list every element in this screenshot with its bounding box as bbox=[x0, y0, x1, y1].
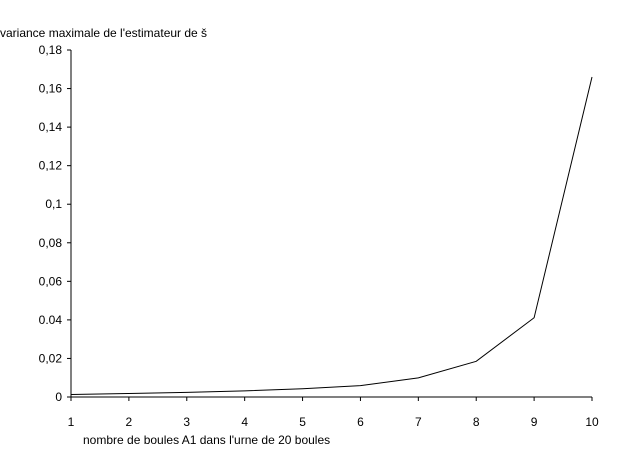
y-tick-label: 0,08 bbox=[39, 236, 63, 250]
y-axis-label: variance maximale de l'estimateur de š bbox=[0, 26, 207, 40]
y-tick-label: 0,16 bbox=[39, 82, 63, 96]
y-tick-label: 0,14 bbox=[39, 120, 63, 134]
y-axis: 0 0,02 0.04 0,06 0,08 0,1 0,12 0,14 0,16 0,18 bbox=[39, 43, 72, 404]
x-tick-label: 5 bbox=[299, 415, 306, 429]
y-tick-label: 0,06 bbox=[39, 274, 63, 288]
x-axis-label: nombre de boules A1 dans l'urne de 20 bo… bbox=[83, 433, 330, 447]
y-tick-label: 0,1 bbox=[45, 197, 62, 211]
x-axis: 1 2 3 4 5 6 7 8 9 10 bbox=[68, 396, 599, 429]
x-tick-label: 10 bbox=[585, 415, 599, 429]
y-tick-label: 0,18 bbox=[39, 43, 63, 57]
x-tick-label: 3 bbox=[183, 415, 190, 429]
y-tick-label: 0,02 bbox=[39, 351, 63, 365]
x-tick-label: 6 bbox=[357, 415, 364, 429]
series-line bbox=[70, 76, 593, 395]
x-tick-label: 9 bbox=[531, 415, 538, 429]
x-tick-label: 1 bbox=[68, 415, 75, 429]
series-group bbox=[70, 76, 593, 395]
y-tick-label: 0,12 bbox=[39, 159, 63, 173]
x-tick-label: 7 bbox=[415, 415, 422, 429]
x-tick-label: 4 bbox=[241, 415, 248, 429]
x-tick-label: 2 bbox=[126, 415, 133, 429]
y-tick-label: 0.04 bbox=[39, 313, 63, 327]
x-tick-label: 8 bbox=[473, 415, 480, 429]
y-tick-label: 0 bbox=[55, 390, 62, 404]
